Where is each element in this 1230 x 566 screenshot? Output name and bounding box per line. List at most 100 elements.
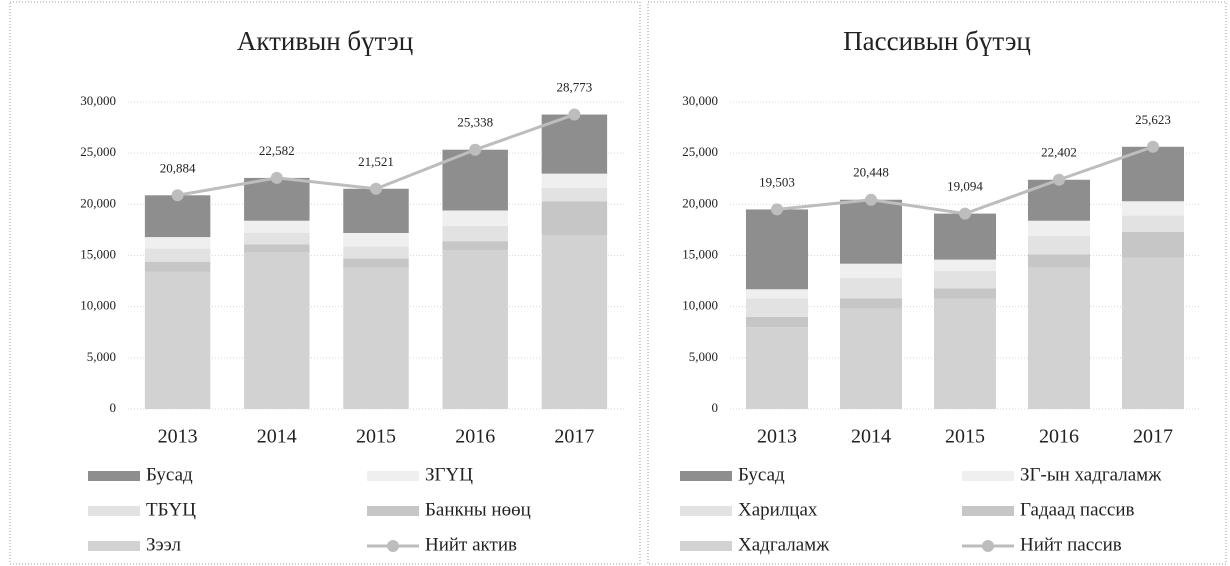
legend-label: Нийт актив xyxy=(425,534,517,555)
bar-segment xyxy=(933,213,997,260)
line-point xyxy=(370,182,382,195)
bar-segment xyxy=(1121,231,1185,258)
data-label: 20,448 xyxy=(853,165,889,180)
bar-segment xyxy=(1027,254,1091,268)
data-label: 25,623 xyxy=(1135,112,1171,127)
bar-segment xyxy=(1027,267,1091,409)
x-tick-label: 2015 xyxy=(356,426,396,448)
chart-title: Пассивын бүтэц xyxy=(843,26,1031,56)
legend-swatch xyxy=(88,541,140,551)
bar-segment xyxy=(1121,146,1185,202)
bar-segment xyxy=(343,258,409,268)
bar-segment xyxy=(1121,215,1185,232)
bar-segment xyxy=(541,187,608,202)
bar-segment xyxy=(244,244,310,253)
bar-segment xyxy=(144,195,211,238)
bar-segment xyxy=(933,288,997,299)
bar-segment xyxy=(839,278,903,299)
bar-segment xyxy=(343,188,409,233)
legend-swatch xyxy=(962,506,1014,516)
y-tick-label: 0 xyxy=(712,400,719,415)
bar-segment xyxy=(1027,236,1091,255)
legend-label: ЗГ-ын хадгаламж xyxy=(1020,464,1162,485)
x-tick-label: 2016 xyxy=(1039,426,1079,448)
line-point xyxy=(1053,173,1065,186)
line-point xyxy=(270,171,283,184)
line-point xyxy=(568,108,581,121)
data-label: 22,402 xyxy=(1041,145,1077,160)
line-point xyxy=(771,203,783,216)
line-point xyxy=(171,189,184,202)
y-tick-label: 10,000 xyxy=(682,298,718,313)
y-tick-label: 25,000 xyxy=(80,144,116,159)
bar-segment xyxy=(541,235,608,409)
y-tick-label: 25,000 xyxy=(682,144,718,159)
y-tick-label: 20,000 xyxy=(80,195,116,210)
line-point xyxy=(469,143,482,156)
bar-segment xyxy=(839,298,903,309)
bar-segment xyxy=(745,316,809,328)
bar-segment xyxy=(244,177,310,221)
bar-segment xyxy=(839,199,903,264)
bar-segment xyxy=(1121,257,1185,409)
legend-swatch xyxy=(88,506,140,516)
legend-swatch xyxy=(680,541,732,551)
y-tick-label: 0 xyxy=(110,400,117,415)
y-tick-label: 30,000 xyxy=(682,93,718,108)
x-tick-label: 2014 xyxy=(851,426,891,448)
legend-swatch xyxy=(88,471,140,481)
x-tick-label: 2016 xyxy=(455,426,495,448)
y-tick-label: 10,000 xyxy=(80,298,116,313)
y-tick-label: 15,000 xyxy=(80,246,116,261)
y-tick-label: 30,000 xyxy=(80,93,116,108)
data-label: 21,521 xyxy=(358,154,394,169)
bar-segment xyxy=(144,237,211,249)
bar-segment xyxy=(541,173,608,188)
bar-segment xyxy=(1121,201,1185,216)
bar-segment xyxy=(745,327,809,409)
data-label: 20,884 xyxy=(160,160,196,175)
legend-swatch xyxy=(367,471,419,481)
x-tick-label: 2017 xyxy=(554,426,594,448)
bar-segment xyxy=(442,241,508,251)
x-tick-label: 2013 xyxy=(757,426,797,448)
bar-segment xyxy=(541,201,608,236)
bar-segment xyxy=(442,250,508,409)
line-point xyxy=(865,193,877,206)
legend-label: Нийт пассив xyxy=(1020,534,1122,555)
legend-label: ЗГҮЦ xyxy=(425,464,473,485)
legend-marker xyxy=(387,540,399,552)
bar-segment xyxy=(343,232,409,247)
legend-label: Зээл xyxy=(146,534,181,555)
bar-segment xyxy=(244,220,310,233)
x-tick-label: 2014 xyxy=(257,426,297,448)
bar-segment xyxy=(745,289,809,299)
legend-label: Гадаад пассив xyxy=(1020,499,1135,520)
data-label: 22,582 xyxy=(259,143,295,158)
y-tick-label: 5,000 xyxy=(87,349,116,364)
line-point xyxy=(959,207,971,220)
chart-title: Активын бүтэц xyxy=(237,26,413,56)
bar-segment xyxy=(933,270,997,289)
legend-swatch xyxy=(680,471,732,481)
bar-segment xyxy=(244,232,310,245)
bar-segment xyxy=(839,263,903,279)
data-label: 28,773 xyxy=(557,80,593,95)
x-tick-label: 2017 xyxy=(1133,426,1173,448)
bar-segment xyxy=(839,308,903,409)
panel-border xyxy=(9,1,641,565)
bar-segment xyxy=(343,267,409,409)
data-label: 25,338 xyxy=(457,115,493,130)
bar-segment xyxy=(541,114,608,174)
bar-segment xyxy=(144,248,211,262)
panel-border xyxy=(647,1,1227,565)
data-label: 19,094 xyxy=(947,179,983,194)
y-tick-label: 20,000 xyxy=(682,195,718,210)
data-label: 19,503 xyxy=(759,174,795,189)
legend-swatch xyxy=(680,506,732,516)
x-tick-label: 2015 xyxy=(945,426,985,448)
y-tick-label: 15,000 xyxy=(682,246,718,261)
line-point xyxy=(1147,140,1159,153)
bar-segment xyxy=(745,298,809,317)
